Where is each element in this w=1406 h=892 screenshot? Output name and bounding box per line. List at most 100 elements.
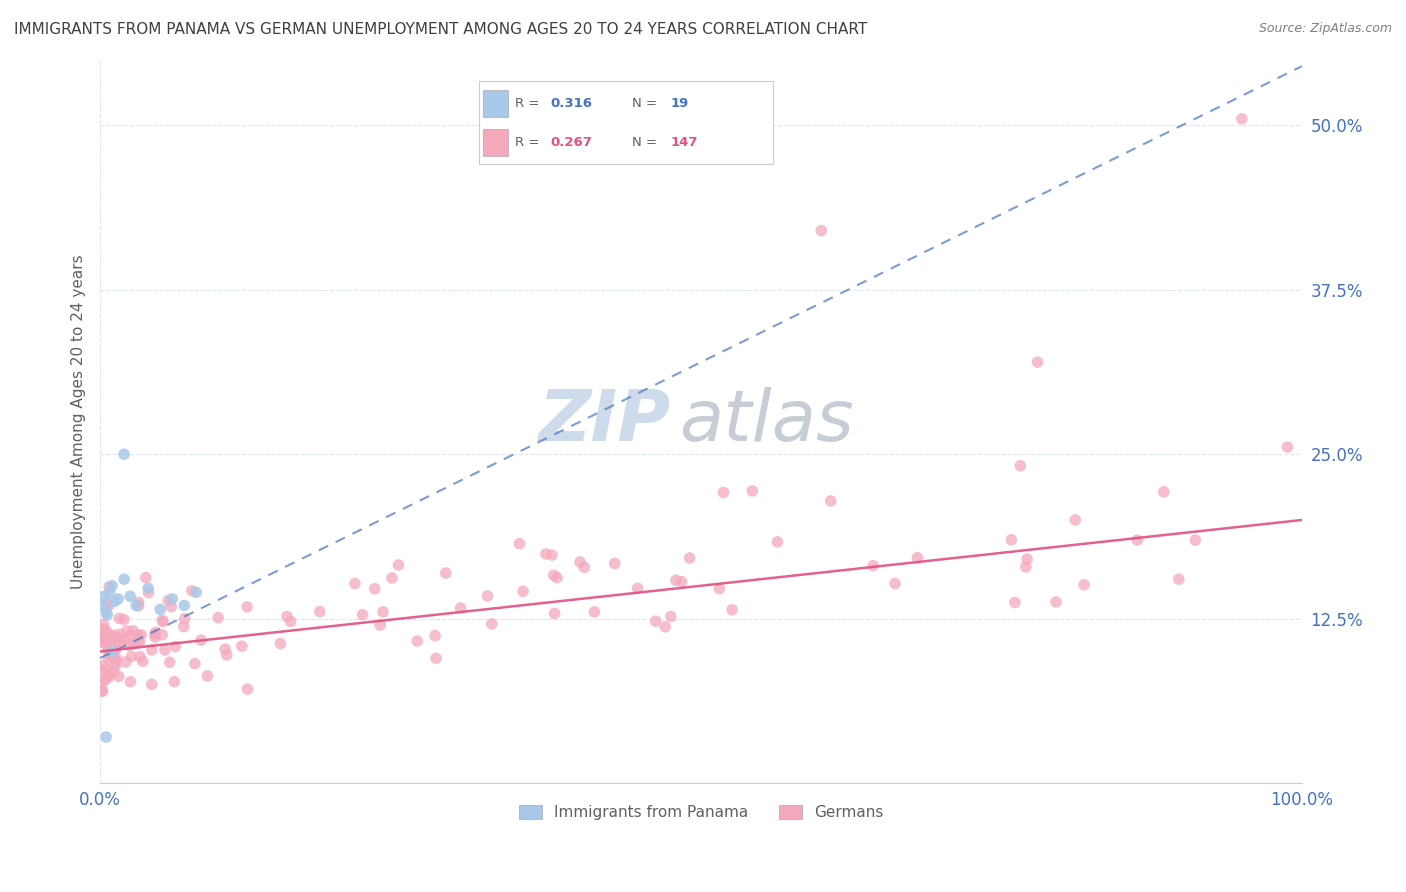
- Point: [94, 605, 117, 619]
- Point: [96, 596, 118, 610]
- Point: [671, 574, 693, 589]
- Point: [125, 599, 148, 613]
- Point: [434, 566, 457, 580]
- Point: [115, 624, 138, 638]
- Point: [110, 634, 132, 648]
- Point: [104, 655, 127, 669]
- Point: [91, 629, 114, 643]
- Point: [120, 649, 142, 664]
- Point: [568, 555, 591, 569]
- Point: [534, 547, 557, 561]
- Point: [1045, 595, 1067, 609]
- Text: atlas: atlas: [679, 387, 853, 456]
- Point: [91, 675, 114, 690]
- Point: [90, 635, 112, 649]
- Point: [481, 616, 503, 631]
- Point: [97, 599, 120, 613]
- Point: [512, 584, 534, 599]
- Point: [215, 648, 238, 662]
- Point: [1184, 533, 1206, 548]
- Point: [150, 613, 173, 627]
- Point: [820, 494, 842, 508]
- Point: [141, 677, 163, 691]
- Point: [108, 611, 131, 625]
- Point: [721, 603, 744, 617]
- Point: [157, 593, 180, 607]
- Point: [477, 589, 499, 603]
- Point: [1277, 440, 1299, 454]
- Point: [160, 599, 183, 614]
- Point: [98, 585, 121, 599]
- Point: [884, 576, 907, 591]
- Point: [713, 485, 735, 500]
- Legend: Immigrants from Panama, Germans: Immigrants from Panama, Germans: [513, 798, 890, 826]
- Point: [810, 224, 832, 238]
- Point: [269, 636, 291, 650]
- Point: [104, 642, 127, 657]
- Point: [127, 628, 149, 642]
- Point: [862, 558, 884, 573]
- Point: [574, 560, 596, 574]
- Point: [236, 599, 259, 614]
- Point: [118, 638, 141, 652]
- Point: [236, 682, 259, 697]
- Point: [90, 684, 112, 698]
- Point: [654, 620, 676, 634]
- Point: [679, 551, 702, 566]
- Point: [152, 615, 174, 629]
- Point: [543, 568, 565, 582]
- Point: [104, 658, 127, 673]
- Point: [120, 674, 142, 689]
- Point: [1000, 533, 1022, 547]
- Point: [108, 627, 131, 641]
- Point: [114, 632, 136, 646]
- Text: IMMIGRANTS FROM PANAMA VS GERMAN UNEMPLOYMENT AMONG AGES 20 TO 24 YEARS CORRELAT: IMMIGRANTS FROM PANAMA VS GERMAN UNEMPLO…: [14, 22, 868, 37]
- Point: [352, 607, 374, 622]
- Point: [93, 627, 115, 641]
- Point: [644, 614, 666, 628]
- Point: [96, 639, 118, 653]
- Point: [132, 654, 155, 668]
- Point: [103, 594, 125, 608]
- Point: [181, 583, 204, 598]
- Point: [101, 579, 124, 593]
- Point: [1026, 355, 1049, 369]
- Point: [381, 571, 404, 585]
- Point: [135, 571, 157, 585]
- Y-axis label: Unemployment Among Ages 20 to 24 years: Unemployment Among Ages 20 to 24 years: [72, 254, 86, 589]
- Point: [101, 635, 124, 649]
- Point: [143, 627, 166, 641]
- Point: [141, 643, 163, 657]
- Point: [104, 628, 127, 642]
- Point: [406, 634, 429, 648]
- Point: [105, 652, 128, 666]
- Point: [1010, 458, 1032, 473]
- Point: [583, 605, 606, 619]
- Point: [103, 665, 125, 679]
- Point: [104, 641, 127, 656]
- Point: [150, 628, 173, 642]
- Point: [97, 651, 120, 665]
- Point: [96, 607, 118, 622]
- Text: Source: ZipAtlas.com: Source: ZipAtlas.com: [1258, 22, 1392, 36]
- Point: [129, 649, 152, 664]
- Point: [105, 631, 128, 645]
- Point: [93, 617, 115, 632]
- Point: [107, 591, 129, 606]
- Point: [96, 624, 118, 638]
- Point: [308, 605, 330, 619]
- Point: [543, 607, 565, 621]
- Point: [90, 632, 112, 646]
- Point: [107, 635, 129, 649]
- Point: [107, 669, 129, 683]
- Point: [276, 609, 298, 624]
- Point: [98, 648, 121, 662]
- Point: [91, 599, 114, 613]
- Point: [112, 447, 135, 461]
- Point: [1167, 572, 1189, 586]
- Point: [91, 664, 114, 678]
- Point: [98, 628, 121, 642]
- Point: [96, 662, 118, 676]
- Point: [1064, 513, 1087, 527]
- Point: [1230, 112, 1253, 126]
